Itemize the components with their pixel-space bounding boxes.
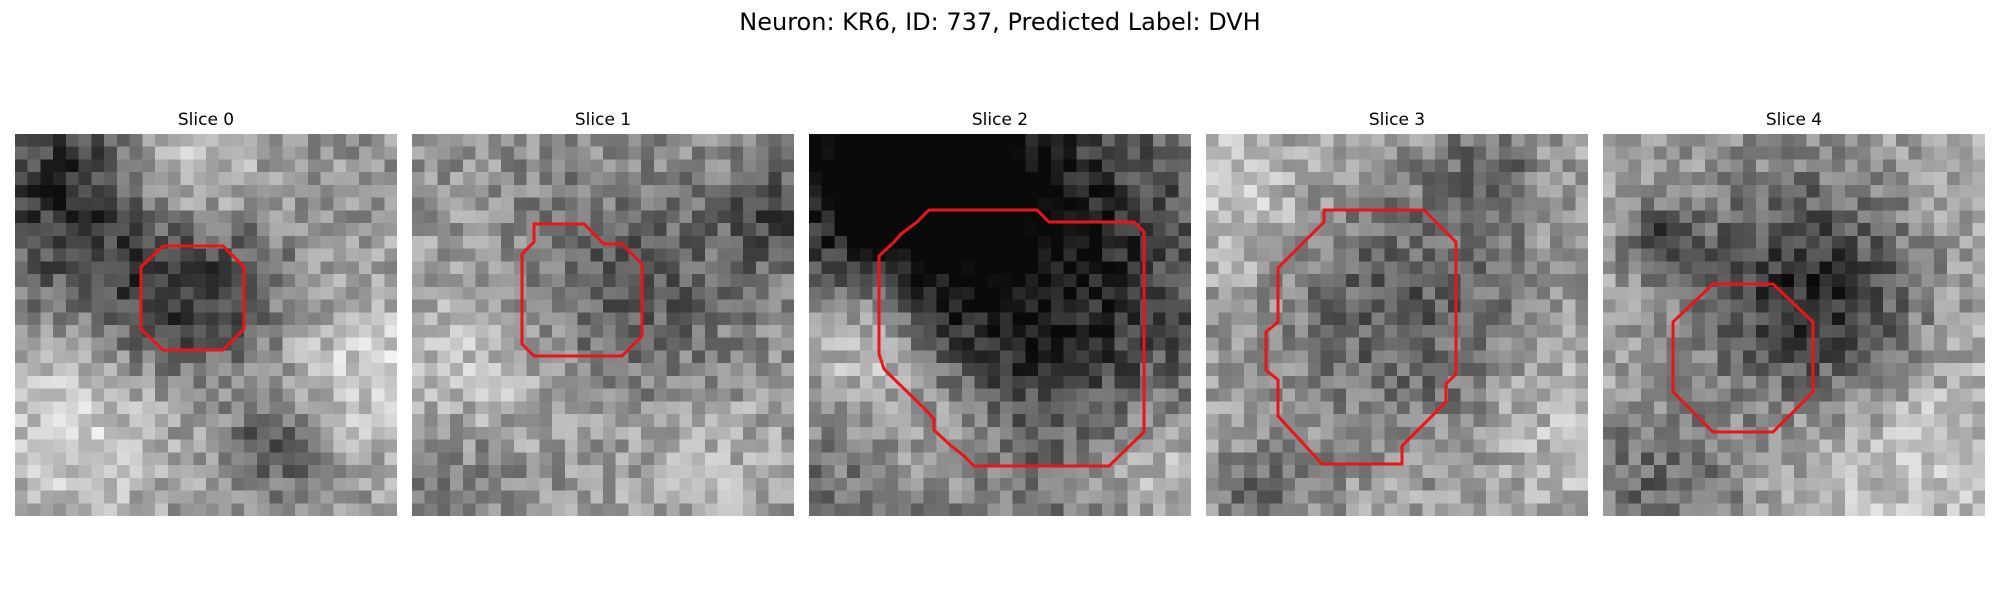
roi-contour-1 bbox=[520, 222, 644, 358]
slice-panel-3: Slice 3 bbox=[1206, 108, 1588, 516]
slice-title-0: Slice 0 bbox=[177, 110, 235, 130]
roi-contour-4 bbox=[1671, 282, 1815, 434]
grayscale-patch-4 bbox=[1603, 134, 1985, 516]
slice-image-4 bbox=[1603, 134, 1985, 516]
slice-panel-1: Slice 1 bbox=[412, 108, 794, 516]
grayscale-patch-3 bbox=[1206, 134, 1588, 516]
slice-image-1 bbox=[412, 134, 794, 516]
grayscale-patch-0 bbox=[15, 134, 397, 516]
slice-title-3: Slice 3 bbox=[1368, 110, 1426, 130]
slice-image-3 bbox=[1206, 134, 1588, 516]
slice-image-2 bbox=[809, 134, 1191, 516]
slice-panel-2: Slice 2 bbox=[809, 108, 1191, 516]
slice-panel-4: Slice 4 bbox=[1603, 108, 1985, 516]
slice-image-0 bbox=[15, 134, 397, 516]
figure-title: Neuron: KR6, ID: 737, Predicted Label: D… bbox=[739, 8, 1261, 36]
slice-panel-0: Slice 0 bbox=[15, 108, 397, 516]
slice-title-1: Slice 1 bbox=[574, 110, 632, 130]
roi-contour-0 bbox=[139, 244, 246, 352]
roi-contour-2 bbox=[877, 208, 1146, 468]
slice-title-2: Slice 2 bbox=[971, 110, 1029, 130]
grayscale-patch-2 bbox=[809, 134, 1191, 516]
roi-contour-3 bbox=[1264, 208, 1458, 466]
slice-title-4: Slice 4 bbox=[1765, 110, 1823, 130]
grayscale-patch-1 bbox=[412, 134, 794, 516]
